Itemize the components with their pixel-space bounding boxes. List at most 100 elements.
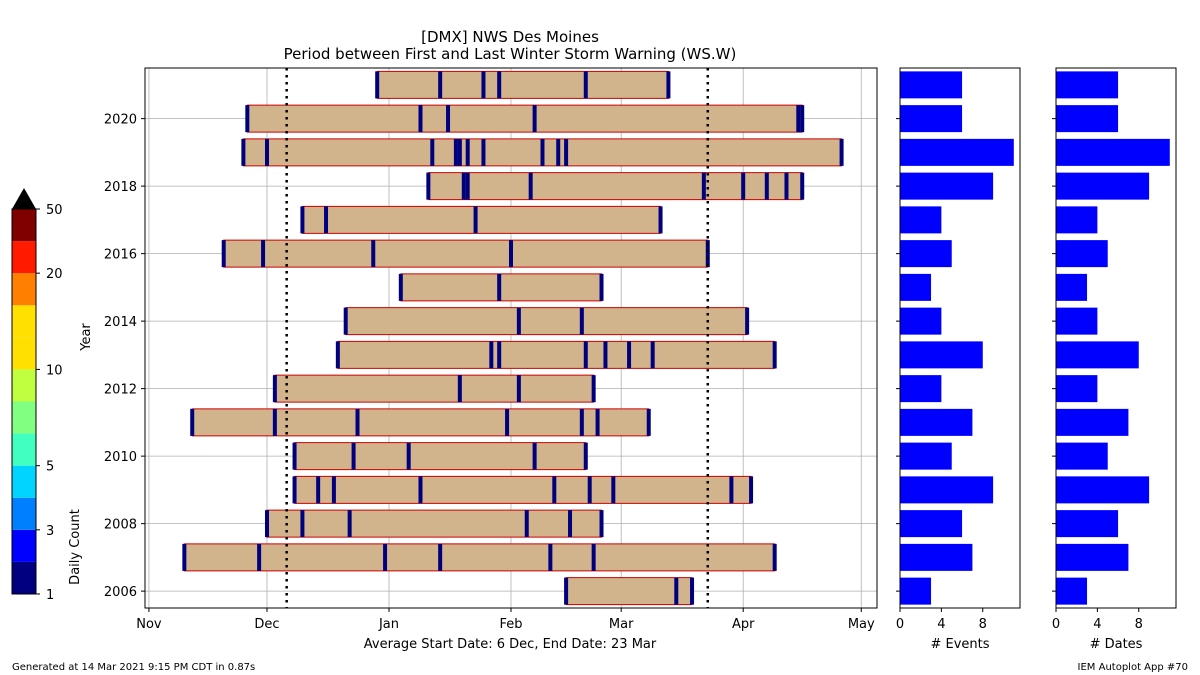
event-marker: [335, 341, 340, 369]
event-marker: [796, 105, 801, 133]
event-marker: [591, 375, 596, 403]
event-marker: [272, 408, 277, 436]
event-marker: [371, 240, 376, 268]
event-marker: [579, 408, 584, 436]
dates-bar: [1056, 71, 1119, 99]
main-x-tick-label: Feb: [499, 617, 522, 632]
event-marker: [745, 307, 750, 335]
dates-x-tick-label: 0: [1052, 617, 1060, 632]
dates-bar: [1056, 273, 1088, 301]
event-marker: [351, 442, 356, 470]
season-bar: [183, 543, 776, 572]
event-marker: [438, 543, 443, 571]
event-marker: [583, 71, 588, 99]
colorbar-segment: [12, 433, 36, 466]
events-bar: [900, 71, 963, 99]
events-bar: [900, 510, 963, 538]
colorbar-tick-label: 20: [46, 267, 63, 282]
dates-bar: [1056, 307, 1098, 335]
main-y-tick-label: 2014: [104, 315, 137, 330]
events-x-tick-label: 8: [979, 617, 987, 632]
main-ylabel: Year: [79, 323, 94, 352]
event-marker: [564, 138, 569, 166]
event-marker: [690, 577, 695, 605]
event-marker: [418, 476, 423, 504]
event-marker: [446, 105, 451, 133]
event-marker: [241, 138, 246, 166]
events-bar: [900, 138, 1014, 166]
event-marker: [438, 71, 443, 99]
main-y-tick-label: 2010: [104, 450, 137, 465]
colorbar-segment: [12, 529, 36, 562]
event-marker: [457, 138, 462, 166]
events-panel: 0 4 8: [896, 67, 1021, 632]
event-marker: [465, 172, 470, 200]
main-x-tick-label: Mar: [609, 617, 634, 632]
main-x-tick-label: May: [848, 617, 875, 632]
main-y-tick-label: 2016: [104, 248, 137, 263]
season-bar: [345, 307, 748, 336]
main-x-tick-label: Jan: [378, 617, 399, 632]
event-marker: [497, 341, 502, 369]
event-marker: [190, 408, 195, 436]
event-marker: [426, 172, 431, 200]
event-marker: [603, 341, 608, 369]
season-bar: [294, 442, 587, 471]
event-marker: [347, 510, 352, 538]
main-y-tick-label: 2020: [104, 113, 137, 128]
colorbar-segment: [12, 209, 36, 242]
events-bar: [900, 408, 973, 436]
event-marker: [300, 510, 305, 538]
colorbar-tick-label: 10: [46, 363, 63, 378]
event-marker: [839, 138, 844, 166]
event-marker: [316, 476, 321, 504]
chart-subtitle: Period between First and Last Winter Sto…: [284, 45, 737, 63]
events-bar: [900, 105, 963, 133]
event-marker: [587, 476, 592, 504]
event-marker: [481, 138, 486, 166]
dates-bar: [1056, 442, 1108, 470]
event-marker: [705, 240, 710, 268]
event-marker: [599, 273, 604, 301]
event-marker: [272, 375, 277, 403]
colorbar-frame: [11, 208, 37, 595]
event-marker: [540, 138, 545, 166]
colorbar-segment: [12, 305, 36, 338]
season-bar: [266, 509, 603, 538]
event-marker: [658, 206, 663, 234]
event-marker: [564, 577, 569, 605]
colorbar-segment: [12, 401, 36, 434]
event-marker: [583, 442, 588, 470]
season-bar: [223, 239, 709, 268]
dates-frame: [1055, 67, 1177, 609]
event-marker: [556, 138, 561, 166]
event-marker: [611, 476, 616, 504]
event-marker: [245, 105, 250, 133]
event-marker: [599, 510, 604, 538]
dates-bar: [1056, 510, 1119, 538]
events-x-tick-label: 4: [937, 617, 945, 632]
event-marker: [505, 408, 510, 436]
main-y-tick-label: 2012: [104, 383, 137, 398]
event-marker: [331, 476, 336, 504]
event-marker: [497, 71, 502, 99]
main-x-tick-label: Dec: [254, 617, 279, 632]
main-y-tick-label: 2006: [104, 585, 137, 600]
footer-app: IEM Autoplot App #70: [1078, 662, 1188, 673]
event-marker: [627, 341, 632, 369]
season-bar: [376, 70, 669, 99]
event-marker: [579, 307, 584, 335]
season-bar: [301, 205, 662, 234]
colorbar-tick-label: 5: [46, 460, 54, 475]
event-marker: [548, 543, 553, 571]
dates-bar: [1056, 206, 1098, 234]
dates-xlabel: # Dates: [1090, 637, 1143, 652]
event-marker: [461, 172, 466, 200]
event-marker: [465, 138, 470, 166]
event-marker: [292, 442, 297, 470]
main-y-tick-label: 2008: [104, 518, 137, 533]
event-marker: [583, 341, 588, 369]
events-bar: [900, 240, 952, 268]
events-xlabel: # Events: [930, 637, 989, 652]
event-marker: [265, 510, 269, 538]
